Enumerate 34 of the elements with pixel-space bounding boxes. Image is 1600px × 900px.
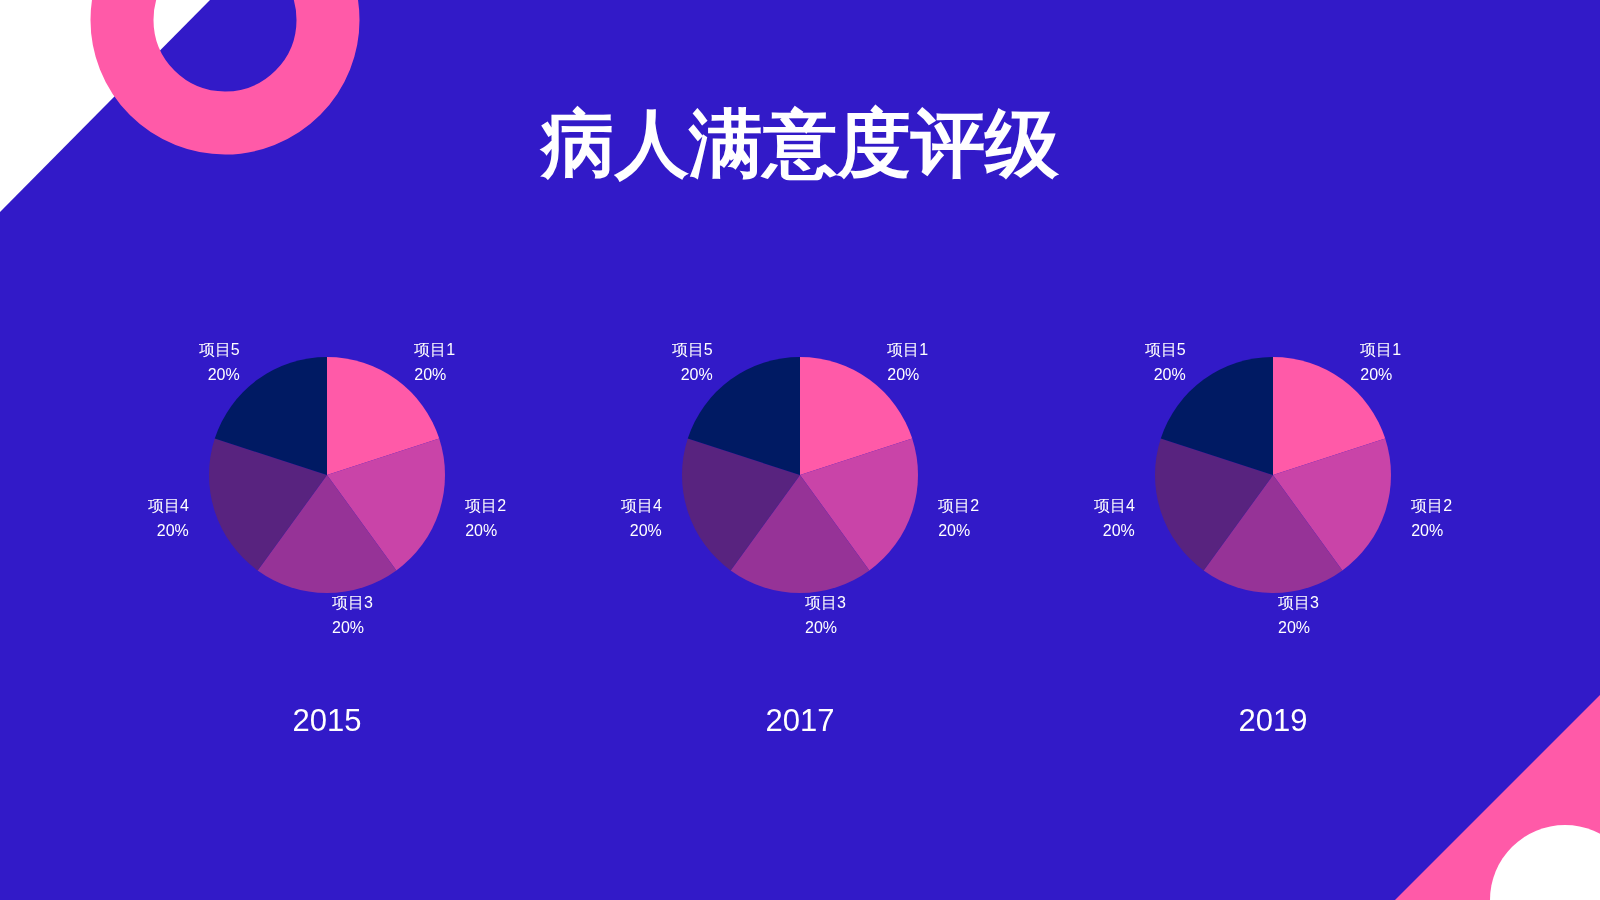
slice-label: 项目1	[414, 340, 456, 358]
data-label: 20%	[414, 365, 447, 383]
slice-label: 项目4	[147, 497, 189, 515]
text: 病人满意度评级	[539, 99, 1060, 188]
text: 2015	[292, 703, 362, 738]
data-label: 20%	[1102, 522, 1135, 540]
data-label: 20%	[207, 365, 240, 383]
data-label: 20%	[938, 522, 971, 540]
data-label: 20%	[887, 365, 920, 383]
data-label: 20%	[332, 619, 365, 636]
slice-label: 项目4	[620, 497, 662, 515]
data-label: 20%	[629, 522, 662, 540]
slice-label: 项目2	[465, 497, 507, 515]
data-label: 20%	[1360, 365, 1393, 383]
data-label: 20%	[805, 619, 838, 636]
slice-label: 项目3	[1278, 594, 1319, 611]
slice-label: 项目2	[1411, 497, 1453, 515]
slice-label: 项目1	[1360, 340, 1402, 358]
slice-label: 项目1	[887, 340, 929, 358]
slice-label: 项目4	[1093, 497, 1135, 515]
slice-label: 项目5	[1144, 340, 1186, 358]
text: 2017	[765, 703, 835, 738]
data-label: 20%	[1411, 522, 1444, 540]
data-label: 20%	[465, 522, 498, 540]
slice-label: 项目2	[938, 497, 980, 515]
text: 2019	[1238, 703, 1308, 738]
slice-label: 项目3	[332, 594, 373, 611]
data-label: 20%	[1153, 365, 1186, 383]
data-label: 20%	[1278, 619, 1311, 636]
data-label: 20%	[680, 365, 713, 383]
slice-label: 项目3	[805, 594, 846, 611]
data-label: 20%	[156, 522, 189, 540]
slice-label: 项目5	[198, 340, 240, 358]
slice-label: 项目5	[671, 340, 713, 358]
